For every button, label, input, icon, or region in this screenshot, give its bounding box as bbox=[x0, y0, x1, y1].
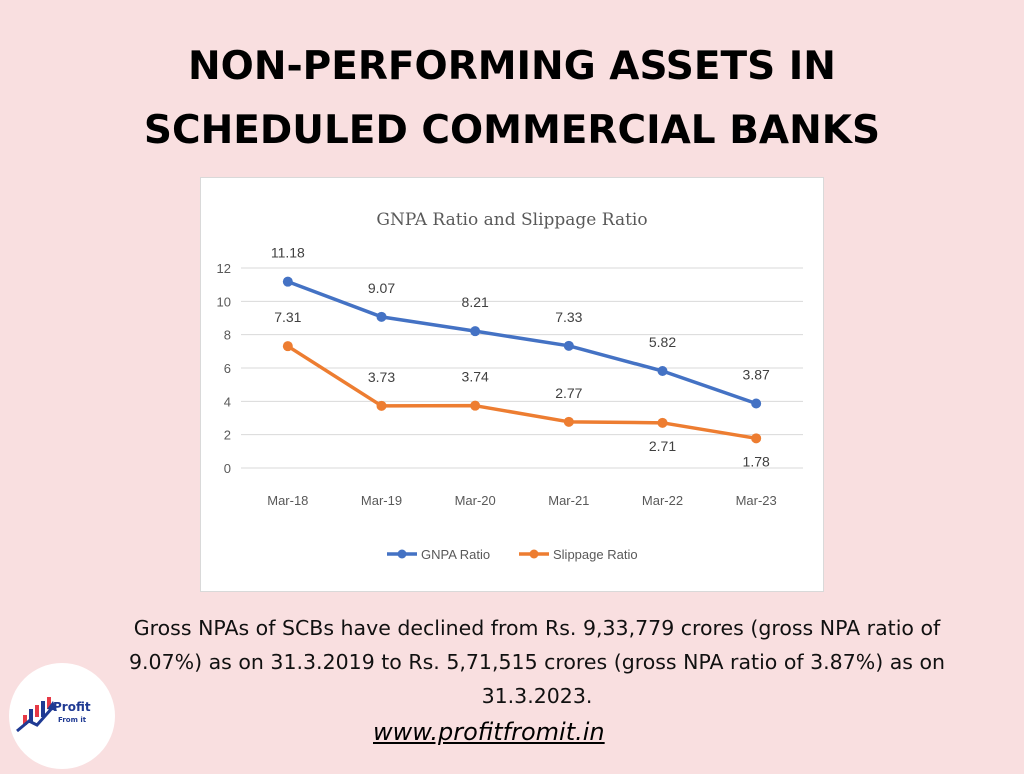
x-tick-label: Mar-23 bbox=[736, 493, 777, 508]
data-label: 2.71 bbox=[649, 438, 676, 454]
data-label: 3.87 bbox=[743, 367, 770, 383]
x-tick-label: Mar-22 bbox=[642, 493, 683, 508]
data-label: 3.74 bbox=[462, 369, 489, 385]
data-point bbox=[563, 340, 574, 351]
data-label: 11.18 bbox=[271, 245, 305, 261]
logo-name: Profit bbox=[53, 700, 91, 714]
chart-title: GNPA Ratio and Slippage Ratio bbox=[376, 210, 647, 230]
data-point bbox=[376, 400, 387, 411]
data-label: 5.82 bbox=[649, 334, 676, 350]
legend-label: GNPA Ratio bbox=[421, 547, 490, 562]
data-label: 8.21 bbox=[462, 294, 489, 310]
series-line-1 bbox=[287, 280, 757, 406]
data-point bbox=[563, 416, 574, 427]
data-point bbox=[657, 366, 668, 376]
data-point bbox=[376, 311, 387, 322]
logo bbox=[9, 663, 115, 769]
data-point bbox=[282, 276, 293, 287]
logo-graphic-icon bbox=[16, 697, 57, 733]
y-tick-label: 2 bbox=[224, 428, 231, 443]
data-label: 7.31 bbox=[274, 309, 301, 325]
y-tick-label: 6 bbox=[224, 361, 231, 376]
data-label: 7.33 bbox=[555, 309, 582, 325]
page-title-line1: NON-PERFORMING ASSETS IN bbox=[188, 44, 836, 89]
legend-marker bbox=[397, 549, 407, 559]
data-point bbox=[470, 326, 481, 337]
y-tick-label: 4 bbox=[224, 394, 231, 409]
y-tick-label: 0 bbox=[224, 461, 231, 476]
data-point bbox=[657, 417, 668, 428]
legend-marker bbox=[529, 549, 539, 559]
data-label: 9.07 bbox=[368, 280, 395, 296]
legend-label: Slippage Ratio bbox=[553, 547, 638, 562]
data-label: 2.77 bbox=[555, 385, 582, 401]
page-title-line2: SCHEDULED COMMERCIAL BANKS bbox=[143, 108, 881, 153]
x-tick-label: Mar-20 bbox=[455, 493, 496, 508]
data-point bbox=[751, 433, 762, 444]
data-point bbox=[282, 341, 293, 352]
website-link[interactable]: www.profitfromit.in bbox=[373, 718, 605, 746]
y-tick-label: 8 bbox=[224, 328, 231, 343]
data-label: 1.78 bbox=[743, 453, 770, 469]
y-tick-label: 10 bbox=[217, 294, 231, 309]
series-line-2 bbox=[286, 344, 757, 441]
x-tick-label: Mar-18 bbox=[267, 493, 308, 508]
x-tick-label: Mar-19 bbox=[361, 493, 402, 508]
logo-subtitle: From it bbox=[58, 716, 87, 724]
data-point bbox=[751, 398, 762, 409]
data-label: 3.73 bbox=[368, 369, 395, 385]
description-text: Gross NPAs of SCBs have declined from Rs… bbox=[128, 616, 946, 708]
y-tick-label: 12 bbox=[217, 261, 231, 276]
chart-container: GNPA Ratio and Slippage Ratio 0 2 4 6 8 10 12 Ma… bbox=[200, 177, 824, 592]
data-point bbox=[470, 400, 481, 411]
x-tick-label: Mar-21 bbox=[548, 493, 589, 508]
line-chart: GNPA Ratio and Slippage Ratio 0 2 4 6 8 10 12 Ma… bbox=[217, 210, 803, 562]
